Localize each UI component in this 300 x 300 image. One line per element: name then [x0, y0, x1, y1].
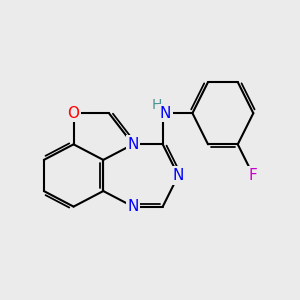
Text: N: N	[127, 137, 139, 152]
Text: N: N	[172, 168, 184, 183]
Text: F: F	[249, 168, 258, 183]
Text: O: O	[68, 106, 80, 121]
Text: H: H	[151, 98, 162, 112]
Text: N: N	[127, 199, 139, 214]
Text: N: N	[160, 106, 171, 121]
